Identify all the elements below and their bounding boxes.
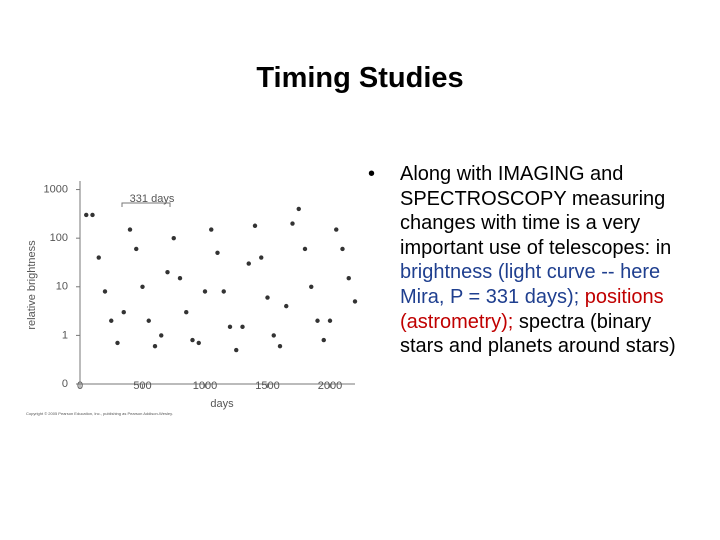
y-tick-label: 10: [56, 281, 68, 293]
data-point: [109, 318, 114, 323]
data-point: [277, 343, 283, 349]
data-point: [334, 227, 339, 232]
bullet-segment: Along with IMAGING and SPECTROSCOPY meas…: [400, 163, 672, 259]
y-tick-label: 1000: [44, 183, 68, 195]
x-axis-label: days: [210, 398, 234, 410]
data-point: [284, 303, 289, 309]
data-point: [240, 324, 245, 330]
data-point: [265, 295, 270, 300]
data-point: [296, 206, 301, 212]
data-point: [84, 212, 89, 218]
data-point: [159, 333, 164, 338]
y-tick-label: 0: [62, 378, 68, 390]
data-point: [321, 337, 326, 343]
bullet-text: Along with IMAGING and SPECTROSCOPY meas…: [400, 162, 700, 359]
data-point: [184, 309, 189, 315]
data-point: [246, 261, 251, 266]
bullet-dot: •: [368, 163, 376, 185]
data-point: [340, 246, 345, 252]
data-point: [259, 255, 264, 260]
data-point: [171, 235, 176, 241]
data-point: [96, 255, 101, 260]
x-tick-label: 2000: [318, 380, 342, 392]
x-tick-label: 0: [77, 380, 83, 392]
data-point: [102, 289, 108, 294]
bullet-segment: spectra (binary stars and planets around…: [400, 310, 676, 358]
data-point: [252, 223, 258, 228]
annotation: 331 days: [130, 193, 175, 205]
data-point: [352, 299, 358, 304]
data-point: [140, 284, 145, 289]
data-point: [221, 289, 226, 294]
data-point: [346, 276, 351, 281]
y-tick-label: 100: [50, 232, 68, 244]
data-point: [202, 289, 208, 294]
data-point: [152, 343, 158, 349]
y-tick-label: 1: [62, 329, 68, 341]
data-point: [309, 284, 314, 289]
data-point: [127, 227, 133, 232]
data-point: [215, 250, 220, 256]
data-point: [146, 318, 151, 323]
data-point: [165, 269, 170, 275]
x-tick-label: 500: [133, 380, 151, 392]
data-point: [227, 324, 233, 330]
x-tick-label: 1000: [193, 380, 217, 392]
data-point: [290, 221, 295, 226]
data-point: [302, 246, 308, 252]
period-bracket: [121, 202, 171, 207]
data-point: [121, 309, 126, 315]
data-point: [177, 276, 183, 281]
data-point: [209, 227, 214, 232]
data-point: [134, 246, 139, 252]
data-point: [196, 340, 201, 346]
data-point: [234, 347, 239, 353]
bullet-segment: positions (astrometry);: [400, 285, 664, 333]
data-point: [190, 337, 195, 343]
y-axis-label: relative brightness: [26, 240, 38, 330]
credit: Copyright © 2005 Pearson Education, Inc.…: [26, 411, 173, 416]
slide-title: Timing Studies: [256, 62, 464, 94]
data-point: [90, 212, 95, 218]
x-tick-label: 1500: [255, 380, 279, 392]
data-point: [327, 318, 333, 323]
data-point: [115, 340, 120, 346]
data-point: [315, 318, 320, 323]
data-point: [271, 333, 276, 338]
bullet-segment: brightness (light curve -- here Mira, P …: [400, 261, 661, 308]
